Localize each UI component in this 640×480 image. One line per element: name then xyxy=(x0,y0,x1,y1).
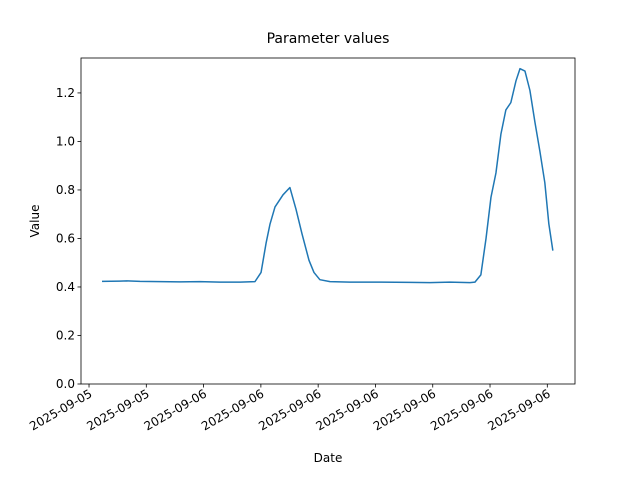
y-tick-label: 0.2 xyxy=(56,328,75,342)
chart-title: Parameter values xyxy=(267,31,390,47)
y-tick-label: 1.0 xyxy=(56,134,75,148)
y-tick-label: 0.4 xyxy=(56,280,75,294)
plot-frame xyxy=(80,57,576,385)
line-series xyxy=(101,67,554,284)
y-tick-label: 0.6 xyxy=(56,231,75,245)
y-tick-label: 0.0 xyxy=(56,377,75,391)
y-tick-label: 1.2 xyxy=(56,86,75,100)
y-axis-label: Value xyxy=(28,205,42,238)
y-tick-label: 0.8 xyxy=(56,183,75,197)
x-axis-label: Date xyxy=(314,451,343,465)
